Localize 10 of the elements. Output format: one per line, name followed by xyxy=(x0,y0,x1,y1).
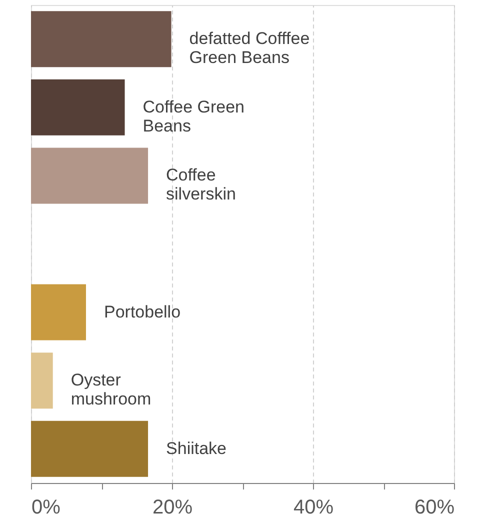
x-tick-label: 0% xyxy=(32,496,61,518)
y-tick-label: Coffee Green Beans xyxy=(142,97,245,136)
y-tick-label: Oyster mushroom xyxy=(70,370,152,409)
y-tick-label: Shiitake xyxy=(166,438,227,458)
y-tick-label: Coffee silverskin xyxy=(166,166,236,204)
x-tick-label: 20% xyxy=(152,496,193,518)
x-tick-label: 60% xyxy=(414,496,455,518)
y-tick-label: defatted Cofffee Green Beans xyxy=(189,29,310,68)
y-tick-label: Portobello xyxy=(104,302,181,322)
x-tick-label: 40% xyxy=(293,496,334,518)
